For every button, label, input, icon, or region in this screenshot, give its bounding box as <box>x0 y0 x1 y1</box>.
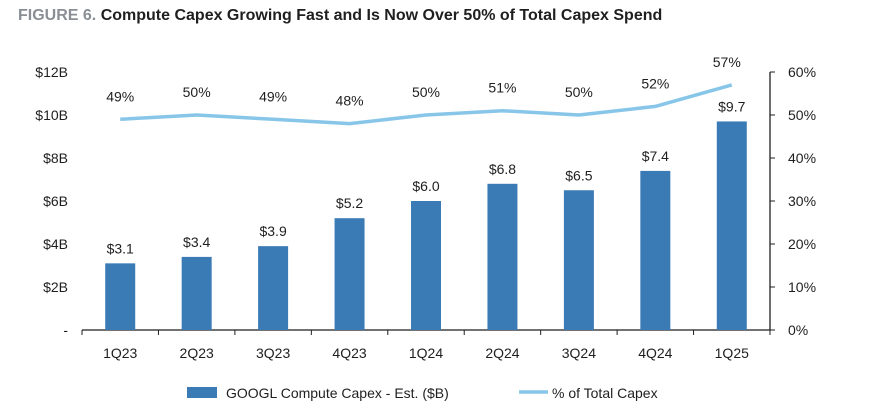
percent-line <box>120 83 733 126</box>
line-data-label: 51% <box>488 80 516 96</box>
y-left-tick-label: $8B <box>43 150 68 166</box>
line-series: 49% 50% 49% 48% 50% 51% 50% 52% 57% <box>106 54 741 126</box>
y-right-tick-label: 10% <box>788 279 816 295</box>
x-tick-label: 3Q23 <box>256 345 290 361</box>
y-left-tick-label: $10B <box>35 107 68 123</box>
line-data-label: 48% <box>336 93 364 109</box>
bar <box>334 218 365 330</box>
bar <box>563 190 594 330</box>
bar-data-label: $7.4 <box>642 148 669 164</box>
y-left-tick-label: $4B <box>43 236 68 252</box>
legend-label-line: % of Total Capex <box>552 385 658 401</box>
x-tick-label: 1Q23 <box>103 345 137 361</box>
bar <box>716 121 747 330</box>
line-data-label: 57% <box>713 54 741 70</box>
y-left-tick-label: $2B <box>43 279 68 295</box>
y-right-tick-label: 60% <box>788 64 816 80</box>
bar-data-label: $6.5 <box>565 167 592 183</box>
bar <box>105 263 136 330</box>
bar-data-label: $6.8 <box>489 161 516 177</box>
bar <box>258 246 289 330</box>
y-right-tick-label: 40% <box>788 150 816 166</box>
y-right-tick-label: 20% <box>788 236 816 252</box>
y-left-tick-label: $6B <box>43 193 68 209</box>
bar <box>411 201 441 330</box>
legend: GOOGL Compute Capex - Est. ($B) % of Tota… <box>187 385 658 401</box>
bar-data-label: $6.0 <box>412 178 439 194</box>
line-data-label: 50% <box>412 84 440 100</box>
y-right-tick-label: 0% <box>788 322 808 338</box>
line-data-label: 52% <box>641 75 669 91</box>
bar <box>487 183 518 330</box>
chart-title: FIGURE 6. Compute Capex Growing Fast and… <box>18 7 662 25</box>
line-data-label: 50% <box>183 84 211 100</box>
line-data-label: 49% <box>106 88 134 104</box>
bar-data-label: $3.1 <box>107 240 134 256</box>
y-left-tick-label: $12B <box>35 64 68 80</box>
line-data-label: 49% <box>259 88 287 104</box>
x-tick-label: 2Q24 <box>485 345 519 361</box>
bar-data-label: $3.9 <box>259 223 286 239</box>
bar-data-label: $9.7 <box>718 98 745 114</box>
bar-data-label: $5.2 <box>336 195 363 211</box>
legend-swatch-bars <box>187 387 217 398</box>
y-right-tick-label: 30% <box>788 193 816 209</box>
y-right-tick-label: 50% <box>788 107 816 123</box>
bar-series: $3.1 $3.4 $3.9 $5.2 $6.0 $6.8 $6.5 $7.4 $9.7 <box>105 98 747 330</box>
x-tick-label: 2Q23 <box>180 345 214 361</box>
y-left-tick-label: - <box>63 322 68 338</box>
bar-data-label: $3.4 <box>183 234 210 250</box>
line-data-label: 50% <box>565 84 593 100</box>
figure-label: FIGURE 6. <box>18 7 97 24</box>
axes: - $2B $4B $6B $8B $10B $12B 0% 10% 20% 30% 40% 50% 60… <box>35 64 816 361</box>
x-tick-label: 1Q25 <box>715 345 749 361</box>
legend-label-bars: GOOGL Compute Capex - Est. ($B) <box>226 385 449 401</box>
bar <box>640 170 671 330</box>
bar <box>181 256 212 330</box>
figure-title: Compute Capex Growing Fast and Is Now Ov… <box>100 7 663 24</box>
x-tick-label: 4Q23 <box>332 345 366 361</box>
x-tick-label: 4Q24 <box>638 345 672 361</box>
x-tick-label: 1Q24 <box>409 345 443 361</box>
x-tick-label: 3Q24 <box>562 345 596 361</box>
